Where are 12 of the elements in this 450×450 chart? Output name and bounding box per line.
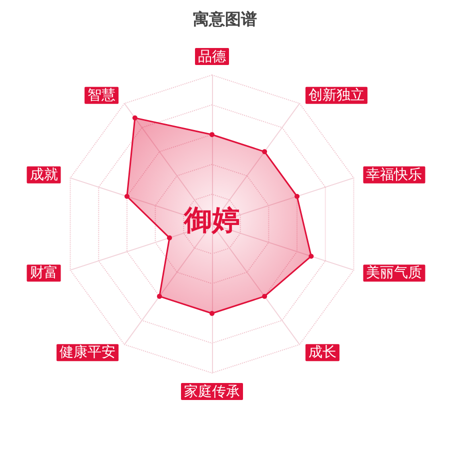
spoke-label: 幸福快乐 — [366, 166, 422, 183]
spoke-label: 创新独立 — [308, 87, 364, 104]
spoke-label: 成长 — [308, 344, 336, 361]
spoke-label: 家庭传承 — [184, 384, 240, 400]
spoke-label: 美丽气质 — [366, 265, 422, 282]
spoke-label: 成就 — [30, 166, 58, 183]
text: 御婷 — [183, 204, 240, 236]
spoke-label: 智慧 — [88, 87, 116, 104]
spoke-label: 财富 — [30, 265, 58, 282]
spoke-label: 健康平安 — [60, 344, 116, 361]
chart-title: 寓意图谱 — [193, 10, 257, 28]
spoke-label: 品德 — [198, 49, 226, 65]
